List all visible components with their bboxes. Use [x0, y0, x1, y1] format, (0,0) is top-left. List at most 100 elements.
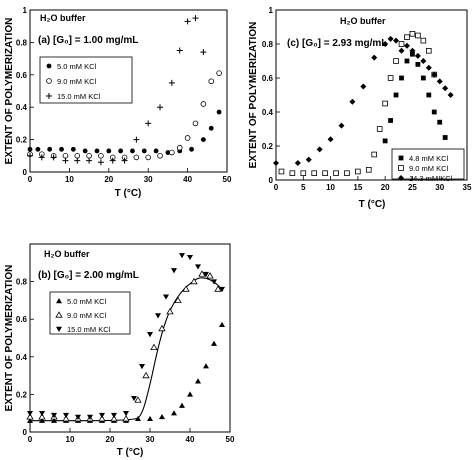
x-tick-label: 15	[353, 183, 362, 192]
x-tick-label: 20	[104, 175, 113, 184]
data-point	[118, 148, 124, 154]
x-tick-label: 40	[183, 175, 192, 184]
legend-marker	[46, 63, 52, 69]
data-point	[98, 153, 104, 159]
data-point	[133, 154, 140, 161]
data-point	[192, 120, 199, 127]
data-point	[171, 410, 177, 416]
data-point	[322, 170, 328, 177]
data-point	[139, 364, 145, 370]
x-tick-label: 20	[106, 435, 115, 444]
data-point	[158, 324, 166, 332]
data-point	[415, 32, 421, 39]
data-point	[289, 170, 296, 177]
data-point	[203, 271, 209, 278]
data-point	[59, 146, 64, 152]
data-point	[211, 279, 217, 285]
x-tick-label: 30	[146, 435, 155, 444]
data-point	[123, 411, 129, 417]
legend-marker	[398, 165, 404, 171]
data-point	[436, 78, 443, 85]
data-point	[98, 415, 106, 422]
data-point	[398, 47, 405, 54]
data-point	[99, 412, 105, 419]
y-axis-title: EXTENT OF POLYMERIZATION	[4, 265, 15, 412]
data-point	[338, 122, 345, 129]
data-point	[70, 146, 76, 152]
plot-frame	[29, 9, 228, 173]
data-point	[62, 153, 69, 159]
y-tick-label: 0.6	[16, 315, 28, 324]
data-point	[184, 18, 191, 25]
legend-marker	[398, 175, 404, 181]
data-point	[169, 149, 175, 156]
data-point	[47, 146, 53, 152]
concentration-label: (b) [G₀] = 2.00 mg/mL	[38, 270, 139, 281]
data-point	[425, 48, 432, 54]
data-point	[179, 253, 185, 259]
data-point	[145, 154, 152, 161]
legend-label: 9.0 mM KCl	[67, 311, 107, 320]
data-point	[62, 415, 70, 422]
y-tick-label: 0	[23, 428, 28, 437]
data-point	[214, 285, 222, 292]
data-point	[106, 148, 112, 154]
data-point	[131, 395, 137, 402]
data-point	[420, 58, 427, 64]
data-point	[278, 168, 285, 175]
panel-a: EXTENT OF POLYMERIZATION T (°C) H₂O buff…	[4, 6, 232, 199]
data-point	[382, 138, 388, 144]
data-point	[294, 160, 301, 166]
data-point	[130, 148, 135, 154]
x-tick-label: 10	[66, 435, 75, 444]
data-point	[145, 120, 152, 127]
data-point	[206, 272, 214, 279]
data-point	[182, 285, 190, 292]
data-point	[203, 363, 209, 369]
y-tick-label: 0.4	[16, 103, 28, 112]
data-point	[142, 371, 150, 379]
data-point	[163, 294, 169, 300]
data-point	[147, 332, 153, 338]
x-tick-label: 50	[223, 175, 232, 184]
data-point	[333, 170, 339, 177]
buffer-label: H₂O buffer	[340, 16, 386, 26]
data-point	[75, 414, 81, 420]
legend-box	[39, 56, 133, 104]
x-tick-label: 10	[326, 183, 335, 192]
y-tick-label: 0.6	[262, 74, 274, 83]
plot-frame	[29, 243, 231, 433]
data-point	[327, 136, 334, 143]
y-tick-label: 0.4	[262, 108, 274, 117]
x-tick-label: 0	[274, 183, 279, 192]
data-point	[189, 146, 194, 152]
x-tick-label: 40	[186, 435, 195, 444]
data-point	[208, 78, 215, 85]
data-point	[174, 296, 182, 303]
data-point	[393, 58, 399, 64]
data-point	[38, 154, 45, 161]
data-point	[35, 146, 41, 152]
y-tick-label: 1	[269, 6, 274, 15]
y-axis-title: EXTENT OF POLYMERIZATION	[248, 22, 259, 169]
data-point	[153, 148, 159, 154]
concentration-label: (c) [G₀] = 2.93 mg/mL	[287, 38, 387, 49]
legend-label: 9.0 mM KCl	[57, 77, 97, 86]
data-point	[403, 42, 410, 49]
panel-c: EXTENT OF POLYMERIZATION T (°C) H₂O buff…	[248, 6, 472, 210]
data-point	[426, 92, 432, 98]
legend-marker	[398, 155, 404, 161]
data-point	[216, 109, 222, 115]
data-point	[349, 98, 356, 105]
buffer-label: H₂O buffer	[44, 249, 90, 259]
x-tick-label: 30	[144, 175, 153, 184]
x-axis-title: T (°C)	[115, 188, 142, 199]
x-axis-title: T (°C)	[117, 447, 144, 458]
data-point	[27, 146, 33, 152]
y-tick-label: 0.2	[16, 136, 28, 145]
legend-label: 15.0 mM KCl	[67, 325, 111, 334]
plot-frame	[275, 9, 468, 181]
x-tick-label: 30	[435, 183, 444, 192]
x-tick-label: 10	[65, 175, 74, 184]
